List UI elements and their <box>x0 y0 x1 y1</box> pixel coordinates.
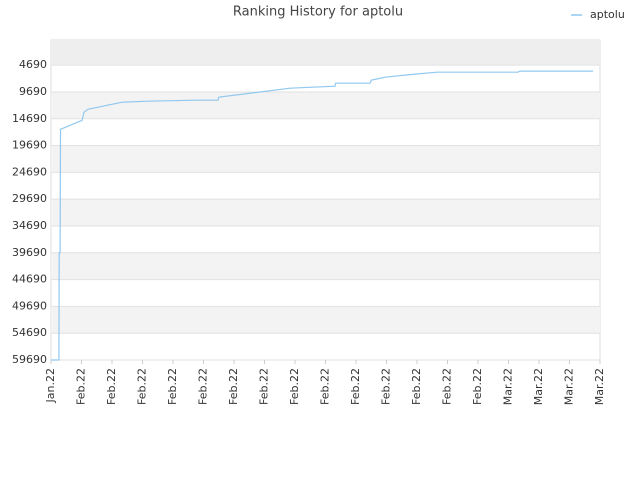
x-tick-label: Feb.22 <box>349 368 362 405</box>
series-line <box>51 70 593 361</box>
y-tick-label: 44690 <box>12 273 47 286</box>
grid-band <box>51 252 600 280</box>
grid-band <box>51 306 600 334</box>
y-tick-label: 24690 <box>12 165 47 178</box>
x-tick-label: Feb.22 <box>105 368 118 405</box>
y-tick-label: 29690 <box>12 192 47 205</box>
x-tick-label: Mar.22 <box>563 368 576 405</box>
y-tick-label: 59690 <box>12 353 47 366</box>
grid-band <box>51 145 600 173</box>
x-tick-label: Mar.22 <box>593 368 606 405</box>
x-tick-label: Feb.22 <box>258 368 271 405</box>
x-tick-label: Mar.22 <box>502 368 515 405</box>
y-tick-label: 39690 <box>12 246 47 259</box>
x-tick-label: Feb.22 <box>227 368 240 405</box>
x-tick-label: Feb.22 <box>75 368 88 405</box>
chart-title: Ranking History for aptolu <box>233 5 403 20</box>
y-tick-label: 49690 <box>12 299 47 312</box>
x-tick-label: Jan.22 <box>44 368 57 403</box>
y-tick-label: 19690 <box>12 139 47 152</box>
grid-band <box>51 40 600 66</box>
grid-band <box>51 199 600 226</box>
x-tick-label: Feb.22 <box>441 368 454 405</box>
y-tick-label: 14690 <box>12 112 47 125</box>
x-tick-label: Feb.22 <box>319 368 332 405</box>
x-tick-label: Feb.22 <box>380 368 393 405</box>
x-tick-label: Feb.22 <box>166 368 179 405</box>
y-tick-label: 4690 <box>19 58 47 71</box>
x-tick-label: Feb.22 <box>136 368 149 405</box>
y-tick-label: 54690 <box>12 326 47 339</box>
y-tick-label: 34690 <box>12 219 47 232</box>
x-tick-label: Feb.22 <box>288 368 301 405</box>
x-tick-label: Feb.22 <box>197 368 210 405</box>
grid-band <box>51 91 600 119</box>
y-tick-label: 9690 <box>19 85 47 98</box>
x-tick-label: Feb.22 <box>410 368 423 405</box>
legend-label: aptolu <box>590 8 625 21</box>
x-tick-label: Feb.22 <box>471 368 484 405</box>
x-tick-label: Mar.22 <box>532 368 545 405</box>
